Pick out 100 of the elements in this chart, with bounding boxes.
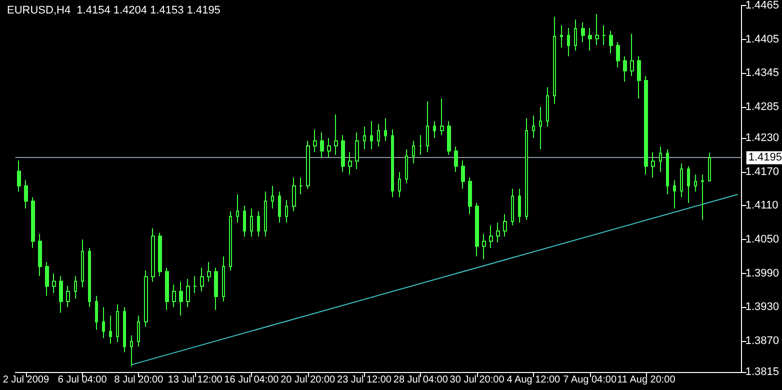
candlestick — [595, 13, 599, 46]
candlestick — [348, 152, 352, 176]
candlestick — [31, 196, 35, 248]
x-tick-label: 16 Jul 04:00 — [224, 374, 280, 386]
y-tick-label: 1.4405 — [745, 33, 780, 46]
candlestick — [313, 129, 317, 153]
candlestick — [405, 148, 408, 184]
candlestick — [525, 118, 528, 220]
y-tick-label: 1.4170 — [745, 166, 780, 178]
candlestick — [200, 267, 204, 292]
candlestick — [172, 284, 176, 308]
x-tick-label: 6 Jul 04:00 — [58, 374, 108, 386]
candlestick — [630, 33, 634, 76]
candlestick — [482, 233, 486, 260]
candlestick — [363, 126, 366, 150]
candlestick — [285, 200, 288, 224]
candlestick — [426, 100, 429, 153]
candlestick — [243, 205, 246, 238]
candlestick — [95, 295, 98, 330]
x-tick-label: 23 Jul 12:00 — [337, 374, 392, 386]
candlestick — [651, 152, 655, 178]
candlestick — [546, 86, 549, 128]
candlestick — [461, 160, 465, 190]
x-tick-label: 30 Jul 20:00 — [450, 374, 505, 386]
x-tick-label: 13 Jul 12:00 — [168, 374, 223, 386]
candlestick — [59, 276, 63, 314]
candlestick — [123, 306, 126, 353]
candlestick — [602, 24, 606, 46]
ref-line-label: 1.4195 — [748, 152, 782, 164]
candlestick — [116, 304, 119, 343]
candlestick — [130, 334, 133, 367]
candlestick — [193, 276, 197, 294]
candlestick — [38, 233, 42, 277]
candlestick — [370, 120, 373, 150]
candlestick — [532, 114, 535, 139]
candlestick — [109, 315, 112, 344]
candlestick — [574, 19, 577, 52]
candlestick — [165, 267, 169, 310]
y-tick-label: 1.4465 — [745, 0, 780, 12]
y-tick-label: 1.4285 — [745, 100, 780, 113]
candlestick — [81, 238, 84, 288]
candlestick — [412, 140, 415, 164]
candlestick — [45, 262, 49, 296]
candlestick — [398, 171, 401, 198]
candlestick — [229, 210, 232, 272]
candlestick — [567, 28, 570, 57]
candlestick — [581, 22, 585, 43]
candlestick — [52, 272, 56, 294]
candlestick — [644, 75, 648, 176]
candlestick — [158, 232, 162, 277]
x-tick-label: 2 Jul 2009 — [2, 374, 50, 386]
candlestick — [680, 162, 683, 198]
candlestick — [687, 166, 690, 204]
candlestick — [391, 129, 394, 198]
candlestick — [623, 56, 627, 82]
candlestick — [666, 148, 669, 195]
x-tick-label: 8 Jul 20:00 — [114, 374, 164, 386]
candlestick — [588, 28, 592, 52]
x-tick-label: 4 Aug 12:00 — [506, 374, 561, 386]
candlestick — [468, 176, 472, 215]
candlestick — [708, 152, 711, 182]
candlestick — [306, 140, 310, 190]
y-tick-label: 1.4345 — [745, 67, 780, 80]
candlestick — [433, 120, 436, 139]
candlestick — [511, 188, 514, 226]
y-tick-label: 1.3815 — [745, 366, 780, 378]
x-tick-label: 11 Aug 20:00 — [617, 374, 676, 386]
candlestick — [214, 267, 218, 310]
x-tick-label: 28 Jul 04:00 — [393, 374, 448, 386]
candlestick — [419, 134, 422, 156]
candlestick — [616, 42, 620, 68]
y-tick-label: 1.3870 — [745, 334, 780, 347]
candlestick — [609, 30, 613, 54]
candlestick — [102, 306, 105, 339]
candlestick — [299, 176, 303, 195]
candlestick — [257, 210, 260, 238]
candlestick — [334, 114, 338, 156]
candlestick — [377, 123, 380, 147]
candlestick — [701, 174, 704, 220]
candlestick — [222, 256, 225, 302]
y-tick-label: 1.4050 — [745, 233, 780, 246]
candlestick — [637, 56, 641, 100]
candlestick — [694, 174, 697, 192]
candlestick — [341, 134, 345, 172]
x-tick-label: 20 Jul 20:00 — [280, 374, 336, 386]
candlestick — [454, 146, 458, 172]
candlestick — [88, 247, 91, 308]
chart-title: EURUSD,H4 1.4154 1.4204 1.4153 1.4195 — [7, 4, 220, 16]
candlestick — [320, 132, 324, 158]
candlestick — [66, 285, 70, 308]
candlestick — [659, 146, 662, 172]
candlestick — [144, 270, 148, 328]
candlestick — [475, 202, 479, 257]
candlestick — [137, 315, 140, 348]
candlestick — [539, 106, 542, 150]
candlestick — [489, 224, 493, 248]
candlestick — [327, 138, 331, 158]
candlestick — [179, 281, 183, 316]
candlestick — [186, 278, 190, 308]
candlestick — [24, 180, 28, 209]
